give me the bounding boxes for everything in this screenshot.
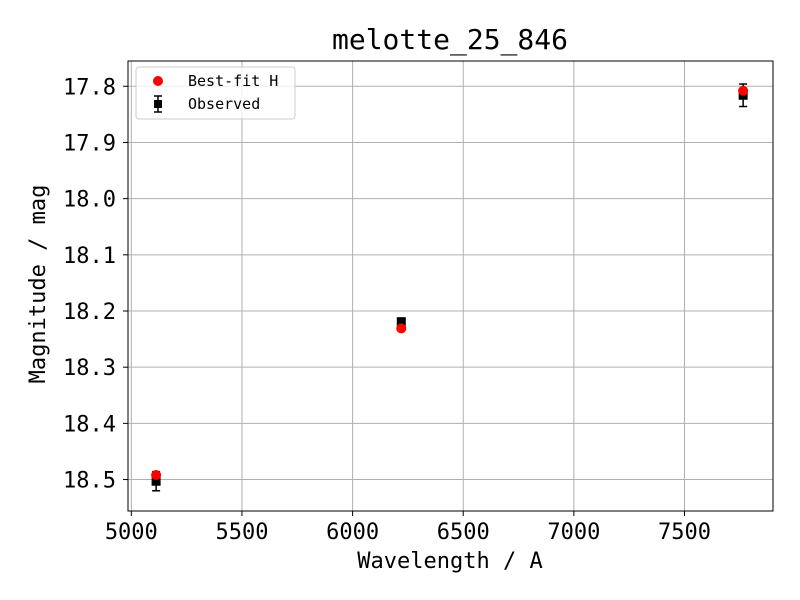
x-tick-label: 7000 (547, 520, 600, 545)
legend-marker-best-fit (153, 76, 163, 86)
observed-point (151, 476, 161, 486)
x-tick-label: 7500 (658, 520, 711, 545)
x-tick-label: 6500 (437, 520, 490, 545)
best-fit-point (396, 323, 407, 334)
legend-box (135, 66, 296, 120)
legend: Best-fit H Observed (135, 66, 296, 120)
legend-marker-observed (154, 100, 162, 108)
chart-title: melotte_25_846 (332, 23, 568, 57)
y-tick-label: 18.4 (63, 412, 116, 437)
grid (128, 61, 773, 511)
x-axis-label: Wavelength / A (357, 549, 542, 574)
observed-point (396, 317, 406, 327)
y-tick-label: 18.3 (63, 356, 116, 381)
y-tick-label: 17.8 (63, 75, 116, 100)
data-series (151, 83, 749, 492)
best-fit-point (738, 85, 749, 96)
legend-label-observed: Observed (188, 95, 260, 113)
x-tick-label: 5000 (105, 520, 158, 545)
x-tick-label: 6000 (326, 520, 379, 545)
y-axis-label: Magnitude / mag (26, 185, 51, 384)
plot-area-frame (127, 60, 774, 512)
x-tick-label: 5500 (215, 520, 268, 545)
y-tick-label: 18.1 (63, 244, 116, 269)
y-tick-label: 18.5 (63, 469, 116, 494)
y-tick-label: 18.2 (63, 300, 116, 325)
axis-ticks: 5000 5500 6000 6500 7000 7500 17.8 17.9 18.0 18.1… (63, 75, 711, 545)
best-fit-point (151, 470, 162, 481)
y-tick-label: 17.9 (63, 131, 116, 156)
legend-label-best-fit: Best-fit H (188, 72, 278, 90)
y-tick-label: 18.0 (63, 188, 116, 213)
